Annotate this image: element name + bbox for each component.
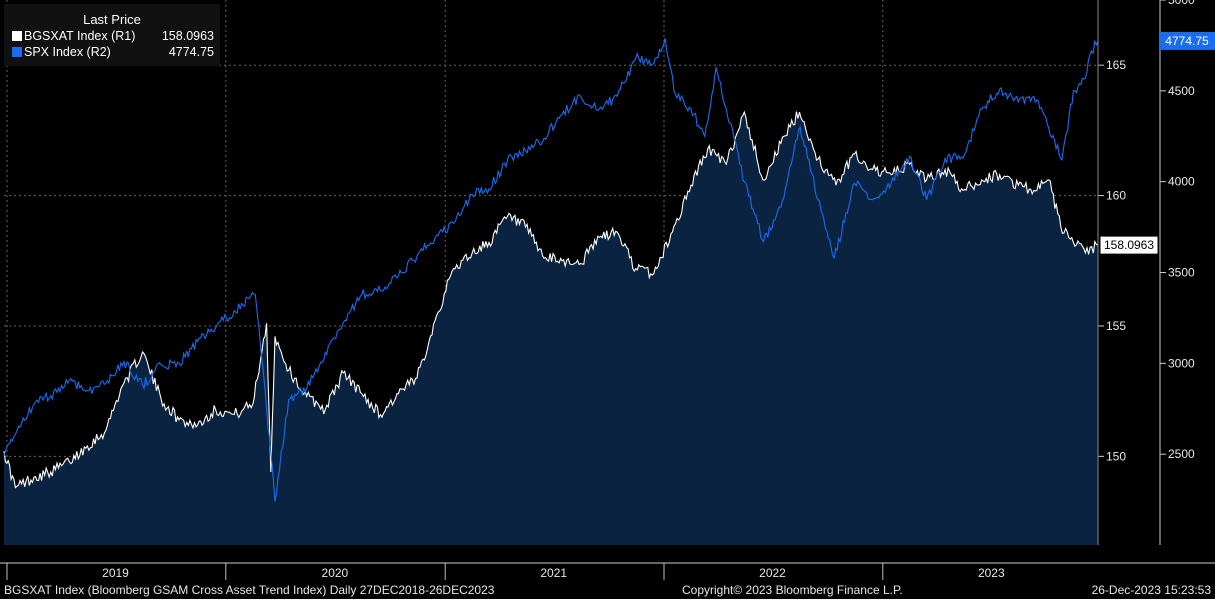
tag-spx-value: 4774.75 bbox=[1165, 34, 1209, 48]
legend-swatch bbox=[12, 47, 22, 57]
legend-entry-value: 158.0963 bbox=[162, 29, 214, 43]
footer-timestamp: 26-Dec-2023 15:23:53 bbox=[1091, 583, 1211, 597]
legend-box bbox=[4, 4, 220, 66]
x-tick-label: 2020 bbox=[322, 566, 349, 580]
x-tick-label: 2019 bbox=[102, 566, 129, 580]
x-tick-label: 2021 bbox=[540, 566, 567, 580]
r1-tick-label: 155 bbox=[1106, 319, 1126, 333]
series-line-spx bbox=[3, 37, 1099, 502]
r1-tick-label: 160 bbox=[1106, 189, 1126, 203]
legend-entry-label: BGSXAT Index (R1) bbox=[24, 29, 135, 43]
legend-title: Last Price bbox=[83, 12, 141, 27]
r2-tick-label: 5000 bbox=[1168, 0, 1195, 7]
legend-entry-value: 4774.75 bbox=[169, 45, 214, 59]
legend-entry-label: SPX Index (R2) bbox=[24, 45, 111, 59]
tag-bgsxat-box bbox=[1099, 235, 1159, 255]
x-tick-label: 2022 bbox=[759, 566, 786, 580]
r1-tick-label: 165 bbox=[1106, 58, 1126, 72]
r2-tick-label: 3000 bbox=[1168, 356, 1195, 370]
r1-tick-label: 150 bbox=[1106, 449, 1126, 463]
r2-tick-label: 4000 bbox=[1168, 175, 1195, 189]
r2-tick-label: 3500 bbox=[1168, 266, 1195, 280]
r2-tick-label: 4500 bbox=[1168, 84, 1195, 98]
r2-tick-label: 2500 bbox=[1168, 447, 1195, 461]
last-value-tags: 158.0963 4774.75 bbox=[1099, 31, 1215, 255]
chart: 150 155 160 165 2500 3000 3500 4000 4500 5000 201… bbox=[0, 0, 1215, 580]
x-axis: 2019 2020 2021 2022 2023 bbox=[0, 562, 1215, 580]
tag-bgsxat-value: 158.0963 bbox=[1104, 238, 1154, 252]
series-lines bbox=[3, 37, 1099, 502]
footer-source: BGSXAT Index (Bloomberg GSAM Cross Asset… bbox=[4, 583, 495, 597]
legend-swatch bbox=[12, 31, 22, 41]
footer: BGSXAT Index (Bloomberg GSAM Cross Asset… bbox=[0, 580, 1215, 599]
footer-copyright: Copyright© 2023 Bloomberg Finance L.P. bbox=[682, 583, 903, 597]
right-axis: 150 155 160 165 2500 3000 3500 4000 4500 5000 bbox=[1097, 0, 1195, 545]
x-tick-label: 2023 bbox=[978, 566, 1005, 580]
tag-spx-box bbox=[1160, 31, 1215, 50]
legend: Last Price BGSXAT Index (R1) 158.0963 SPX I… bbox=[4, 4, 220, 66]
